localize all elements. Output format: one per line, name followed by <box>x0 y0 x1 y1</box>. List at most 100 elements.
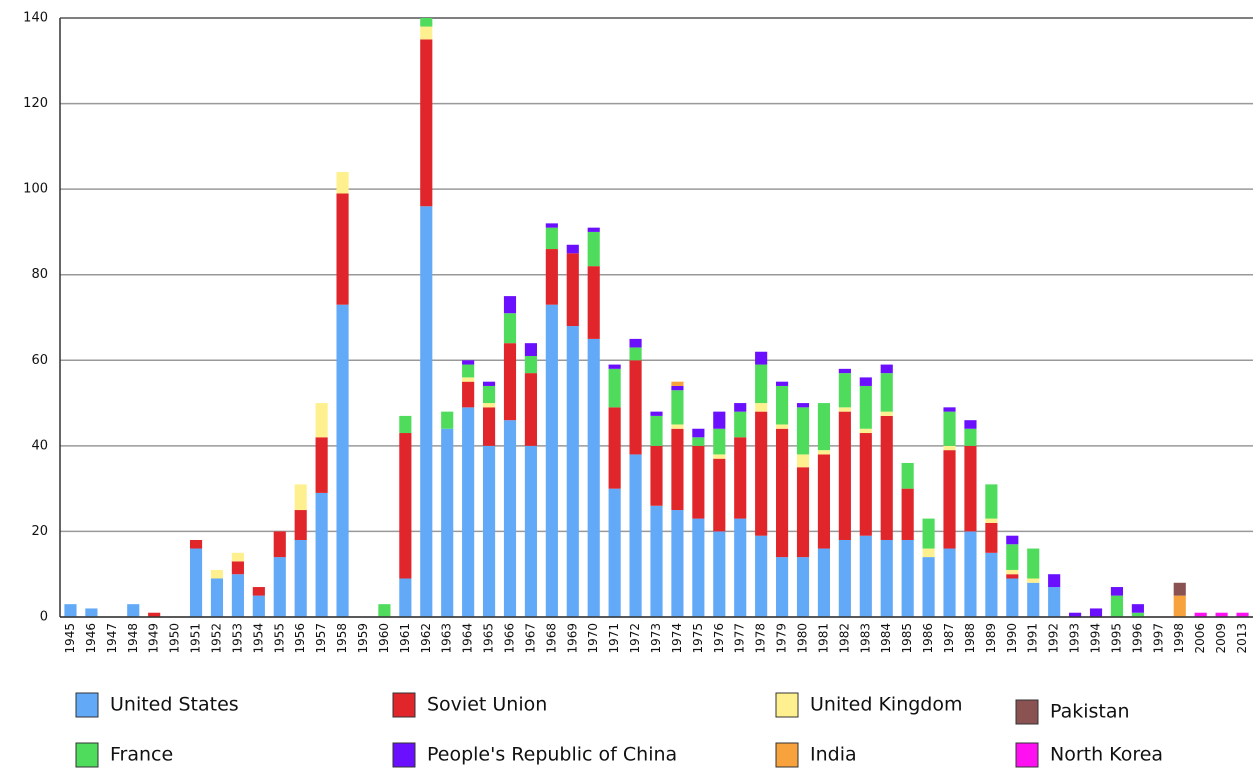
bar-segment <box>482 385 496 404</box>
bar-segment <box>1048 574 1061 588</box>
bar-segment <box>608 364 621 369</box>
x-tick-label: 1948 <box>126 623 140 654</box>
legend-label: United States <box>110 694 239 716</box>
bar-segment <box>838 411 851 540</box>
bar-segment <box>399 433 412 579</box>
bar-segment <box>420 39 433 207</box>
legend-label: People's Republic of China <box>427 744 677 766</box>
bar-segment <box>336 304 349 617</box>
bar-segment <box>1006 574 1019 579</box>
bar-segment <box>671 510 684 617</box>
bar-segment <box>776 557 789 617</box>
bar-segment <box>671 381 684 386</box>
bar-segment <box>1131 612 1144 617</box>
x-tick-label: 1976 <box>712 623 726 654</box>
x-tick-label: 1975 <box>691 623 705 654</box>
bar-segment <box>880 415 893 540</box>
bar-segment <box>420 26 433 40</box>
bar-segment <box>629 347 642 361</box>
bar-segment <box>587 231 600 267</box>
bar-segment <box>796 407 810 455</box>
bar-segment <box>482 403 496 408</box>
bar-segment <box>901 462 914 489</box>
bar-segment <box>985 484 998 519</box>
legend-label: France <box>110 744 173 766</box>
bar-segment <box>210 569 224 579</box>
bar-segment <box>629 360 642 455</box>
bar-segment <box>462 377 475 382</box>
bar-segment <box>943 407 956 412</box>
bar-segment <box>1236 612 1249 617</box>
legend-swatch <box>1015 699 1039 725</box>
x-tick-label: 1995 <box>1109 623 1123 654</box>
x-tick-label: 1955 <box>272 623 286 654</box>
bar-segment <box>796 467 810 558</box>
x-tick-label: 1978 <box>754 623 768 654</box>
x-tick-label: 1979 <box>775 623 789 654</box>
bar-segment <box>922 548 935 558</box>
bar-segment <box>1006 535 1019 545</box>
bar-segment <box>503 313 517 344</box>
bar-segment <box>713 531 726 617</box>
bar-segment <box>943 450 956 549</box>
bar-segment <box>1215 612 1228 617</box>
bar-segment <box>231 574 244 617</box>
bar-segment <box>1110 587 1124 596</box>
bar-segment <box>796 403 810 408</box>
bar-segment <box>713 428 726 455</box>
x-tick-label: 1949 <box>147 623 161 654</box>
bar-segment <box>1027 578 1040 583</box>
bar-segment <box>838 539 851 617</box>
bar-segment <box>482 445 496 617</box>
bar-segment <box>482 407 496 446</box>
bar-segment <box>817 548 831 617</box>
bar-segment <box>1131 604 1144 613</box>
bar-segment <box>1006 569 1019 575</box>
bar-segment <box>85 608 98 617</box>
bar-segment <box>1069 612 1082 617</box>
x-tick-label: 1992 <box>1047 623 1061 654</box>
bar-segment <box>524 445 537 617</box>
bar-segment <box>231 561 244 575</box>
bar-segment <box>503 343 517 421</box>
bar-segment <box>922 518 935 549</box>
bar-segment <box>692 445 705 519</box>
y-tick-label: 120 <box>23 96 48 111</box>
y-tick-label: 40 <box>31 438 48 453</box>
bar-segment <box>1006 544 1019 570</box>
legend-swatch <box>392 692 416 718</box>
bar-segment <box>210 578 224 617</box>
bar-segment <box>315 403 328 438</box>
bar-segment <box>650 415 663 446</box>
bar-segment <box>545 227 558 250</box>
y-tick-label: 100 <box>23 182 48 197</box>
bar-segment <box>629 454 642 617</box>
x-tick-label: 1981 <box>816 623 830 654</box>
bar-segment <box>671 385 684 391</box>
x-tick-label: 1969 <box>565 623 579 654</box>
legend-swatch <box>75 692 99 718</box>
bar-segment <box>776 385 789 425</box>
bar-segment <box>441 411 454 429</box>
bar-segment <box>943 548 956 617</box>
bar-segment <box>755 364 768 404</box>
bar-segment <box>587 266 600 339</box>
x-tick-label: 1988 <box>963 623 977 654</box>
bar-segment <box>399 415 412 434</box>
bar-segment <box>838 368 851 374</box>
bar-segment <box>127 604 140 617</box>
bar-segment <box>650 411 663 416</box>
legend-label: North Korea <box>1050 744 1163 766</box>
y-tick-label: 60 <box>31 353 48 368</box>
bar-segment <box>859 385 872 429</box>
bar-segment <box>692 428 705 438</box>
x-tick-label: 1977 <box>733 623 747 654</box>
x-tick-label: 1946 <box>84 623 98 654</box>
bar-segment <box>399 578 412 617</box>
x-tick-label: 1986 <box>921 623 935 654</box>
bar-segment <box>252 595 265 617</box>
x-tick-label: 1965 <box>482 623 496 654</box>
bar-segment <box>734 411 747 438</box>
bar-segment <box>545 249 558 305</box>
x-tick-label: 1956 <box>293 623 307 654</box>
